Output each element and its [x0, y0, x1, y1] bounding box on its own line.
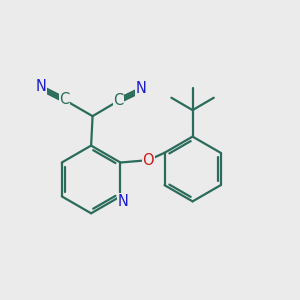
Text: N: N: [36, 79, 46, 94]
Text: C: C: [113, 93, 124, 108]
Text: N: N: [136, 81, 147, 96]
Text: O: O: [142, 153, 154, 168]
Text: N: N: [117, 194, 128, 209]
Text: C: C: [59, 92, 70, 107]
